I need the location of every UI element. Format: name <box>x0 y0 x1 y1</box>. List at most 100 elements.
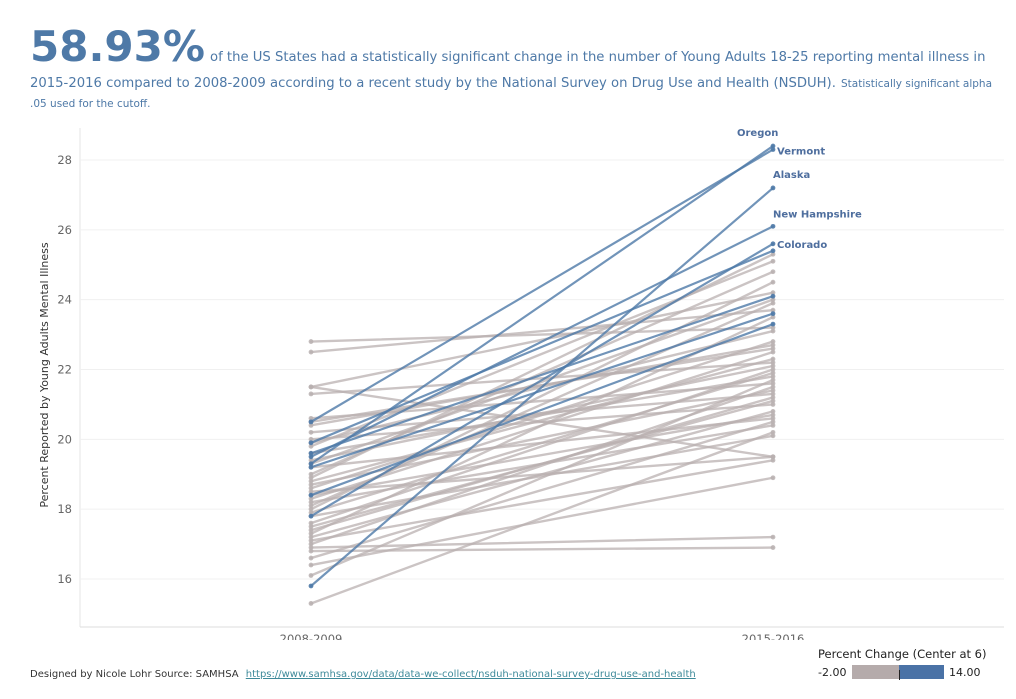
significant-state-point-end <box>770 248 776 254</box>
state-point-start <box>308 349 314 355</box>
state-point-end <box>770 328 776 334</box>
state-point-start <box>308 545 314 550</box>
state-point-start <box>308 548 314 554</box>
state-line <box>309 476 775 567</box>
state-point-end <box>770 349 776 355</box>
state-point-end <box>770 545 776 550</box>
y-tick-label: 20 <box>57 432 72 446</box>
state-point-end <box>770 279 776 285</box>
state-point-end <box>770 395 776 400</box>
state-point-start <box>308 541 314 547</box>
legend-min-label: -2.00 <box>818 665 847 679</box>
state-point-end <box>770 422 776 428</box>
legend-max-label: 14.00 <box>949 665 981 679</box>
state-point-start <box>308 538 314 543</box>
state-line <box>309 389 775 486</box>
y-tick-label: 18 <box>57 502 72 516</box>
state-point-end <box>770 454 776 460</box>
state-point-end <box>770 297 776 303</box>
state-point-start <box>308 562 314 568</box>
state-point-end <box>770 377 776 383</box>
color-legend: Percent Change (Center at 6) -2.00 14.00 <box>818 647 988 680</box>
state-point-end <box>770 300 776 306</box>
y-tick-label: 28 <box>57 153 72 167</box>
state-point-end <box>770 356 776 362</box>
state-line <box>309 340 775 490</box>
state-point-start <box>308 489 314 495</box>
state-point-start <box>308 601 314 606</box>
legend-center-marker <box>899 670 900 680</box>
state-point-end <box>770 384 776 390</box>
state-point-start <box>308 457 314 463</box>
state-line <box>309 399 775 528</box>
state-point-end <box>770 325 776 330</box>
state-point-start <box>308 478 314 484</box>
state-line <box>309 378 775 577</box>
state-point-end <box>770 381 776 386</box>
significant-state-line <box>309 295 775 455</box>
state-point-end <box>770 258 776 264</box>
headline-note: Statistically significant alpha .05 used… <box>30 78 993 111</box>
grid-layer <box>79 128 1004 628</box>
state-line <box>309 546 775 553</box>
significant-state-point-end <box>770 311 776 317</box>
source-link[interactable]: https://www.samhsa.gov/data/data-we-coll… <box>245 669 696 680</box>
legend-color-bar <box>852 665 944 680</box>
significant-state-point-end <box>770 143 776 149</box>
significant-state-point-end <box>770 293 776 299</box>
state-point-end <box>770 370 776 376</box>
significant-state-line <box>309 148 775 423</box>
significant-state-point-start <box>308 464 314 470</box>
significant-state-line <box>309 225 775 458</box>
state-point-start <box>308 475 314 481</box>
state-point-end <box>770 339 776 344</box>
state-point-end <box>770 290 776 296</box>
state-point-start <box>308 524 314 530</box>
axis-layer: Percent Reported by Young Adults Mental … <box>38 153 804 640</box>
state-point-end <box>770 314 776 320</box>
legend-row: -2.00 14.00 <box>818 665 988 680</box>
state-line <box>309 308 775 354</box>
state-line <box>309 420 775 560</box>
footer: Designed by Nicole Lohr Source: SAMHSA h… <box>30 669 696 680</box>
state-line <box>309 392 775 434</box>
significant-state-point-end <box>770 223 776 229</box>
state-point-start <box>308 415 314 421</box>
state-point-end <box>770 269 776 275</box>
state-point-start <box>308 496 314 502</box>
state-label-alaska: Alaska <box>773 170 810 181</box>
state-label-layer: Oregon Vermont Alaska New Hampshire Colorado <box>737 128 862 251</box>
state-point-end <box>770 360 776 365</box>
significant-state-line <box>309 186 775 588</box>
state-point-end <box>770 402 776 407</box>
y-tick-label: 26 <box>57 223 72 237</box>
significant-state-point-end <box>770 147 776 152</box>
state-point-end <box>770 374 776 379</box>
y-axis-label: Percent Reported by Young Adults Mental … <box>38 242 51 508</box>
significant-state-point-end <box>770 321 776 327</box>
state-line <box>309 413 775 497</box>
state-point-start <box>308 503 314 509</box>
state-label-colorado: Colorado <box>777 240 827 251</box>
significant-state-line <box>309 323 775 497</box>
state-point-start <box>308 485 314 491</box>
headline-big-stat: 58.93% <box>30 22 205 71</box>
state-point-start <box>308 510 314 516</box>
y-tick-label: 22 <box>57 363 72 377</box>
state-line <box>309 361 775 396</box>
y-tick-label: 24 <box>57 293 72 307</box>
state-point-start <box>308 471 314 477</box>
state-point-end <box>770 415 776 421</box>
state-line <box>309 270 775 476</box>
highlighted-series-layer <box>308 143 776 589</box>
footer-credit: Designed by Nicole Lohr Source: SAMHSA <box>30 669 239 680</box>
state-point-start <box>308 555 314 561</box>
state-point-end <box>770 433 776 439</box>
state-point-start <box>308 443 314 449</box>
state-point-end <box>770 475 776 481</box>
significant-state-point-start <box>308 419 314 425</box>
state-point-start <box>308 391 314 397</box>
state-line <box>309 357 775 483</box>
state-point-end <box>770 363 776 369</box>
state-label-oregon: Oregon <box>737 128 778 139</box>
